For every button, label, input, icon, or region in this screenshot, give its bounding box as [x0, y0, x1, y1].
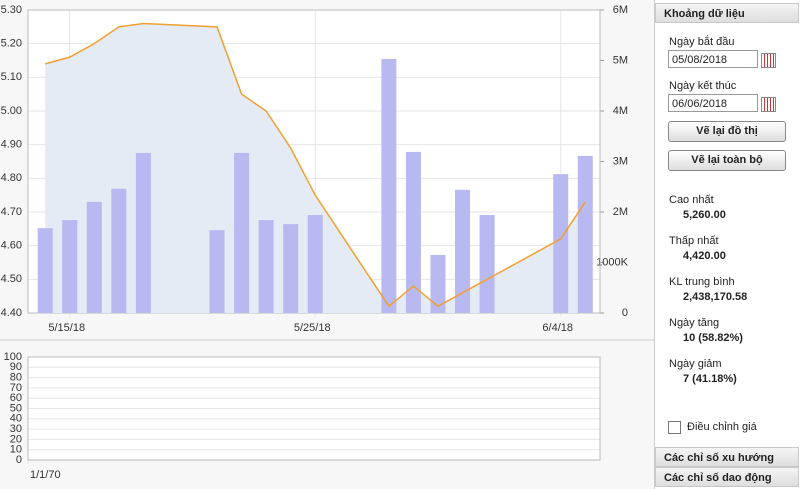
- volume-bar: [209, 230, 225, 313]
- y2-tick-label: 6M: [613, 4, 628, 16]
- y-tick-label: 5.10: [1, 71, 22, 83]
- x-tick-label: 5/15/18: [48, 322, 85, 334]
- calendar-icon[interactable]: [761, 97, 776, 112]
- stat-label: Cao nhất: [669, 194, 714, 206]
- volume-bar: [577, 155, 593, 313]
- y-tick-label: 30: [10, 423, 22, 435]
- redraw-all-button[interactable]: Vẽ lại toàn bộ: [668, 150, 786, 171]
- volume-bar: [62, 220, 78, 313]
- stat-value: 10 (58.82%): [683, 332, 743, 344]
- y-tick-label: 4.90: [1, 139, 22, 151]
- volume-bar: [86, 201, 102, 313]
- y2-tick-label: 3M: [613, 155, 628, 167]
- volume-bar: [283, 224, 299, 313]
- volume-bar: [234, 152, 250, 313]
- volume-bar: [479, 215, 495, 313]
- volume-bar: [135, 152, 151, 313]
- chart: 4.40 4.50 4.60 4.70 4.80 4.90 5.00 5.10 5.20 5.30…: [0, 3, 654, 481]
- redraw-button[interactable]: Vẽ lại đồ thị: [668, 121, 786, 142]
- y-tick-label: 90: [10, 361, 22, 373]
- x-tick-label: 5/25/18: [294, 322, 331, 334]
- y-tick-label: 5.00: [1, 105, 22, 117]
- stat-value: 4,420.00: [683, 250, 726, 262]
- y-tick-label: 4.70: [1, 206, 22, 218]
- volume-bar: [307, 215, 323, 313]
- stat-label: Ngày tăng: [669, 317, 720, 329]
- y-tick-label: 80: [10, 372, 22, 384]
- y-tick-label: 4.80: [1, 172, 22, 184]
- y-tick-label: 4.50: [1, 273, 22, 285]
- stat-label: Ngày giảm: [669, 358, 722, 370]
- y2-tick-label: 4M: [613, 105, 628, 117]
- side-panel: Khoảng dữ liệu Ngày bắt đầu 05/08/2018 N…: [654, 0, 800, 489]
- volume-bar: [455, 189, 471, 313]
- label: Ngày bắt đầu: [669, 36, 735, 48]
- stat-label: Thấp nhất: [669, 235, 719, 247]
- y-tick-label: 4.60: [1, 240, 22, 252]
- end-date-input[interactable]: 06/06/2018: [668, 94, 758, 112]
- stat-value: 5,260.00: [683, 209, 726, 221]
- y-tick-label: 70: [10, 382, 22, 394]
- volume-bar: [381, 58, 397, 313]
- y-tick-label: 60: [10, 392, 22, 404]
- y2-tick-label: 0: [622, 307, 628, 319]
- section-header[interactable]: Các chỉ số xu hướng: [655, 447, 799, 467]
- label: Ngày kết thúc: [669, 80, 737, 92]
- y2-tick-label: 5M: [613, 54, 628, 66]
- start-date-input[interactable]: 05/08/2018: [668, 50, 758, 68]
- stat-value: 2,438,170.58: [683, 291, 748, 303]
- y-tick-label: 10: [10, 444, 22, 456]
- volume-bar: [430, 254, 446, 313]
- y-tick-label: 20: [10, 433, 22, 445]
- x-tick-label: 6/4/18: [542, 322, 573, 334]
- checkbox[interactable]: [668, 421, 681, 434]
- section-header[interactable]: Các chỉ số dao động: [655, 467, 799, 487]
- stat-label: KL trung bình: [669, 276, 735, 288]
- volume-bar: [258, 220, 274, 313]
- x-tick-label: 1/1/70: [30, 469, 61, 481]
- panel-header: Khoảng dữ liệu: [655, 3, 799, 23]
- y-tick-label: 40: [10, 413, 22, 425]
- price-line: [44, 22, 586, 308]
- price-area: [45, 23, 586, 313]
- y2-tick-label: 1000K: [596, 256, 628, 268]
- checkbox-label: Điều chỉnh giá: [687, 421, 757, 433]
- volume-bar: [553, 174, 569, 313]
- y-tick-label: 5.20: [1, 38, 22, 50]
- y-tick-label: 100: [4, 351, 22, 363]
- y-tick-label: 5.30: [1, 4, 22, 16]
- volume-bar: [37, 228, 53, 313]
- volume-bar: [405, 151, 421, 313]
- y-tick-label: 50: [10, 402, 22, 414]
- calendar-icon[interactable]: [761, 53, 776, 68]
- y-tick-label: 4.40: [1, 307, 22, 319]
- plot-frame: [27, 356, 601, 461]
- y2-tick-label: 2M: [613, 206, 628, 218]
- volume-bar: [111, 188, 127, 313]
- stat-value: 7 (41.18%): [683, 373, 737, 385]
- y-tick-label: 0: [16, 454, 22, 466]
